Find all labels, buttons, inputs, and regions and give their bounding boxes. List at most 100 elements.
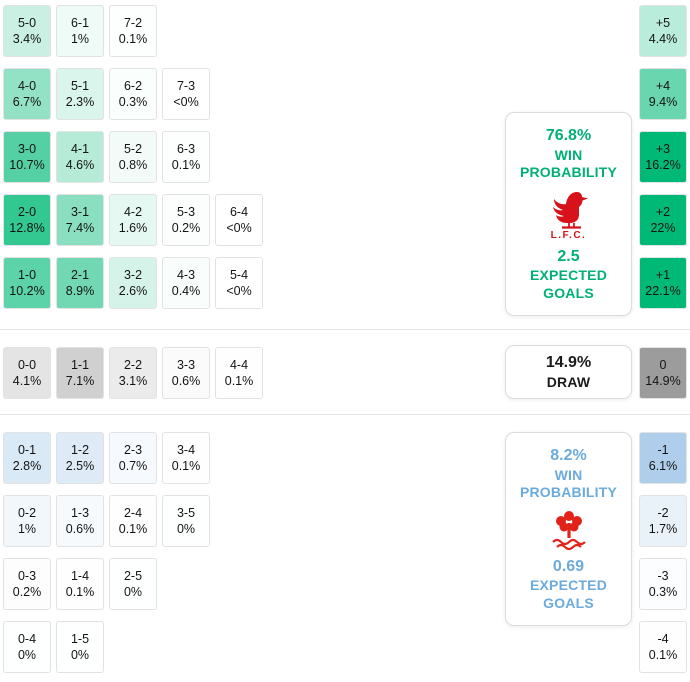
scoreline: 3-5 xyxy=(176,505,196,520)
scoreline: 1-4 xyxy=(70,568,90,583)
away-xg-label-line2: GOALS xyxy=(543,594,594,611)
score-cell-3-5: 3-5 0% xyxy=(162,495,210,547)
probability: 0% xyxy=(70,648,90,662)
away-win-probability-value: 8.2% xyxy=(550,446,587,464)
scoreline: 7-3 xyxy=(176,78,196,93)
scoreline: -2 xyxy=(657,505,669,520)
score-cell-7-2: 7-2 0.1% xyxy=(109,5,157,57)
away-win-label-line1: WIN xyxy=(554,466,583,483)
scoreline: 4-1 xyxy=(70,141,90,156)
scoreline: 1-5 xyxy=(70,631,90,646)
probability: 0.3% xyxy=(648,585,678,599)
scoreline: 2-2 xyxy=(123,357,143,372)
scoreline: 7-2 xyxy=(123,15,143,30)
probability: 0.6% xyxy=(65,522,95,536)
probability: 4.4% xyxy=(648,32,678,46)
scoreline: -4 xyxy=(657,631,669,646)
probability: 22% xyxy=(650,221,676,235)
probability: 6.1% xyxy=(648,459,678,473)
score-cell-4-2: 4-2 1.6% xyxy=(109,194,157,246)
scoreline: 6-4 xyxy=(229,204,249,219)
scoreline: 0-4 xyxy=(17,631,37,646)
probability: 2.8% xyxy=(12,459,42,473)
home-expected-goals-value: 2.5 xyxy=(557,247,580,265)
score-cell-7-3: 7-3 <0% xyxy=(162,68,210,120)
scoreline: +2 xyxy=(655,204,671,219)
probability: 7.1% xyxy=(65,374,95,388)
scoreline: 2-4 xyxy=(123,505,143,520)
score-cell-5-2: 5-2 0.8% xyxy=(109,131,157,183)
score-cell-3-0: 3-0 10.7% xyxy=(3,131,51,183)
score-cell-4-0: 4-0 6.7% xyxy=(3,68,51,120)
scoreline: 1-3 xyxy=(70,505,90,520)
score-cell-6-2: 6-2 0.3% xyxy=(109,68,157,120)
scoreline: -1 xyxy=(657,442,669,457)
score-cell-2-4: 2-4 0.1% xyxy=(109,495,157,547)
scoreline: 3-4 xyxy=(176,442,196,457)
scoreline: -3 xyxy=(657,568,669,583)
probability: 0.8% xyxy=(118,158,148,172)
score-cell-3-2: 3-2 2.6% xyxy=(109,257,157,309)
scoreline: 3-0 xyxy=(17,141,37,156)
margin-cell--4: -4 0.1% xyxy=(639,621,687,673)
score-cell-2-5: 2-5 0% xyxy=(109,558,157,610)
probability: 1.6% xyxy=(118,221,148,235)
probability: <0% xyxy=(173,95,199,109)
liverpool-crest-text: L.F.C. xyxy=(550,229,587,241)
score-cell-1-3: 1-3 0.6% xyxy=(56,495,104,547)
scoreline: 5-1 xyxy=(70,78,90,93)
margin-cell--3: -3 0.3% xyxy=(639,558,687,610)
scoreline: 4-0 xyxy=(17,78,37,93)
scoreline: 0-3 xyxy=(17,568,37,583)
probability: 9.4% xyxy=(648,95,678,109)
scoreline: 0-2 xyxy=(17,505,37,520)
probability: 0.2% xyxy=(12,585,42,599)
score-cell-2-2: 2-2 3.1% xyxy=(109,347,157,399)
probability: <0% xyxy=(226,221,252,235)
probability: <0% xyxy=(226,284,252,298)
score-cell-2-3: 2-3 0.7% xyxy=(109,432,157,484)
scoreline: +4 xyxy=(655,78,671,93)
score-cell-6-3: 6-3 0.1% xyxy=(162,131,210,183)
probability: 6.7% xyxy=(12,95,42,109)
margin-cell-+1: +1 22.1% xyxy=(639,257,687,309)
score-cell-4-3: 4-3 0.4% xyxy=(162,257,210,309)
score-cell-6-1: 6-1 1% xyxy=(56,5,104,57)
scoreline: 1-2 xyxy=(70,442,90,457)
margin-cell--2: -2 1.7% xyxy=(639,495,687,547)
home-win-panel: 76.8% WIN PROBABILITY L.F.C. 2.5 EXPECTE… xyxy=(505,112,632,316)
score-cell-2-0: 2-0 12.8% xyxy=(3,194,51,246)
probability: 2.6% xyxy=(118,284,148,298)
scoreline: 4-4 xyxy=(229,357,249,372)
scoreline: 3-3 xyxy=(176,357,196,372)
score-cell-4-4: 4-4 0.1% xyxy=(215,347,263,399)
probability: 2.3% xyxy=(65,95,95,109)
section-separator-top xyxy=(0,329,690,330)
scoreline: 6-1 xyxy=(70,15,90,30)
home-win-label-line1: WIN xyxy=(554,146,583,163)
probability: 4.6% xyxy=(65,158,95,172)
away-xg-label-line1: EXPECTED xyxy=(529,577,608,594)
scoreline: 2-0 xyxy=(17,204,37,219)
probability: 1% xyxy=(17,522,37,536)
probability: 0.6% xyxy=(171,374,201,388)
home-xg-label-line2: GOALS xyxy=(543,284,594,301)
score-cell-0-3: 0-3 0.2% xyxy=(3,558,51,610)
scoreline: 0-1 xyxy=(17,442,37,457)
score-cell-1-5: 1-5 0% xyxy=(56,621,104,673)
scoreline: 2-1 xyxy=(70,267,90,282)
score-cell-0-4: 0-4 0% xyxy=(3,621,51,673)
probability: 4.1% xyxy=(12,374,42,388)
scoreline: 5-2 xyxy=(123,141,143,156)
home-xg-label-line1: EXPECTED xyxy=(529,267,608,284)
score-cell-1-2: 1-2 2.5% xyxy=(56,432,104,484)
probability: 0.7% xyxy=(118,459,148,473)
scoreline: 3-2 xyxy=(123,267,143,282)
nottingham-forest-crest-icon xyxy=(547,509,591,551)
score-cell-5-0: 5-0 3.4% xyxy=(3,5,51,57)
probability: 0% xyxy=(176,522,196,536)
probability: 16.2% xyxy=(645,158,681,172)
scoreline: 5-4 xyxy=(229,267,249,282)
draw-label: DRAW xyxy=(546,373,591,390)
probability: 1.7% xyxy=(648,522,678,536)
